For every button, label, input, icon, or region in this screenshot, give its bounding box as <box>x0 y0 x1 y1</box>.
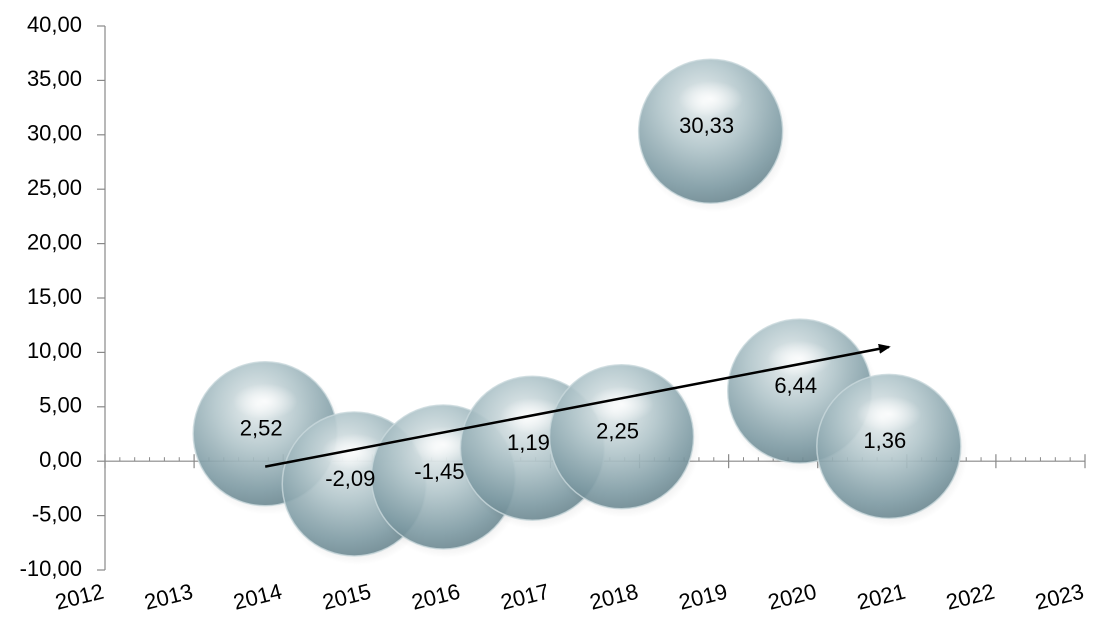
y-tick-label: 30,00 <box>27 121 82 146</box>
y-tick-label: -10,00 <box>20 556 82 581</box>
x-tick-label: 2019 <box>676 579 730 615</box>
y-axis: 40,00 35,00 30,00 25,00 20,00 15,00 10,00 5,00 0… <box>20 12 106 581</box>
x-tick-label: 2018 <box>587 579 641 615</box>
bubble-highlight <box>321 433 387 470</box>
x-tick-label: 2023 <box>1033 579 1087 615</box>
x-tick-label: 2022 <box>944 579 998 615</box>
x-tick-label: 2015 <box>320 579 374 615</box>
data-label: 2,52 <box>240 416 283 441</box>
data-label: 6,44 <box>774 373 817 398</box>
y-tick-label: 25,00 <box>27 175 82 200</box>
data-label: 2,25 <box>596 419 639 444</box>
bubble-highlight <box>856 396 922 433</box>
x-tick-label: 2016 <box>409 579 463 615</box>
bubble-labels: 2,52 -2,09 -1,45 1,19 2,25 30,33 6,44 1,36 <box>240 113 906 491</box>
y-tick-label: -5,00 <box>32 501 82 526</box>
bubble-highlight <box>678 80 744 117</box>
x-tick-label: 2014 <box>231 579 285 615</box>
y-tick-label: 35,00 <box>27 66 82 91</box>
x-tick-label: 2017 <box>498 579 552 615</box>
data-label: 30,33 <box>679 113 734 138</box>
x-tick-label: 2020 <box>765 579 819 615</box>
data-label: 1,19 <box>507 430 550 455</box>
y-tick-label: 10,00 <box>27 338 82 363</box>
data-label: -2,09 <box>325 466 375 491</box>
bubble-body <box>548 363 695 510</box>
x-tick-label: 2013 <box>142 579 196 615</box>
bubble <box>815 373 968 528</box>
y-tick-label: 40,00 <box>27 12 82 37</box>
bubble <box>637 58 790 213</box>
bubbles <box>192 58 968 565</box>
bubble-highlight <box>589 386 654 423</box>
trend-arrow-group <box>264 343 891 468</box>
bubble-highlight <box>232 383 298 420</box>
y-tick-label: 0,00 <box>39 447 82 472</box>
data-label: 1,36 <box>863 428 906 453</box>
x-tick-label: 2021 <box>854 579 908 615</box>
data-label: -1,45 <box>414 459 464 484</box>
y-tick-label: 5,00 <box>39 393 82 418</box>
y-tick-label: 15,00 <box>27 284 82 309</box>
x-tick-label: 2012 <box>53 579 107 615</box>
trend-arrow <box>264 343 891 468</box>
y-tick-label: 20,00 <box>27 229 82 254</box>
bubble-body <box>637 58 784 204</box>
bubble-body <box>816 373 962 520</box>
